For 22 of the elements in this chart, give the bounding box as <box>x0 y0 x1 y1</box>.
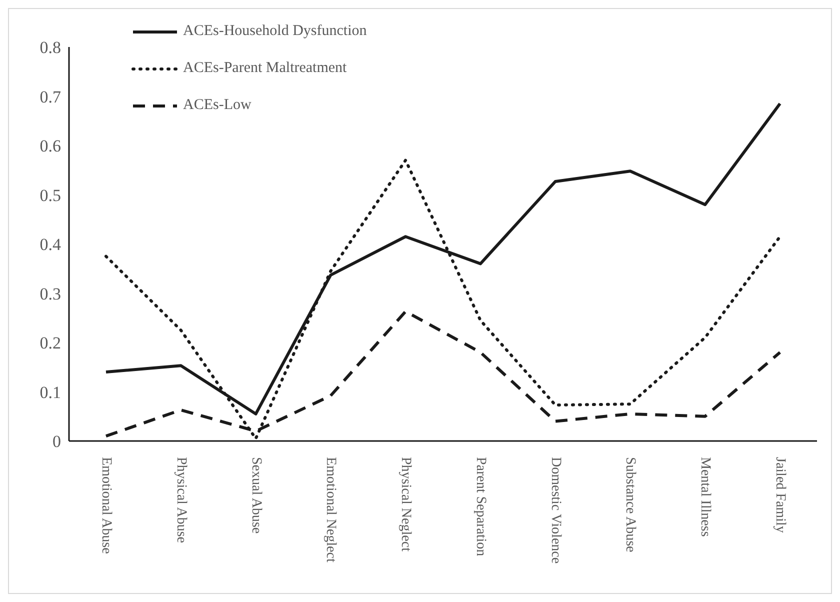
x-tick-label: Physical Neglect <box>398 457 414 552</box>
legend-label: ACEs-Household Dysfunction <box>183 23 367 40</box>
y-tick-label: 0.7 <box>40 87 62 106</box>
y-tick-label: 0.4 <box>40 235 62 254</box>
x-tick-label: Physical Abuse <box>173 457 188 543</box>
y-tick-label: 0.6 <box>40 136 61 156</box>
legend-label: ACEs-Parent Maltreatment <box>183 60 347 77</box>
y-tick-label: 0.2 <box>40 334 61 353</box>
x-tick-label: Sexual Abuse <box>248 457 264 534</box>
y-tick-label: 0 <box>52 432 61 452</box>
y-tick-label: 0.5 <box>40 186 61 205</box>
y-tick-label: 0.8 <box>40 38 61 58</box>
y-tick-label: 0.1 <box>40 382 61 402</box>
y-tick-label: 0.3 <box>40 284 61 304</box>
x-tick-label: Domestic Violence <box>548 457 563 564</box>
x-tick-label: Mental Illness <box>698 457 713 537</box>
x-tick-label: Emotional Neglect <box>323 457 338 562</box>
x-tick-label: Emotional Abuse <box>98 457 114 554</box>
x-tick-label: Substance Abuse <box>622 457 638 552</box>
legend-label: ACEs-Low <box>183 97 252 114</box>
x-tick-label: Parent Separation <box>472 457 488 556</box>
x-tick-label: Jailed Family <box>772 457 788 533</box>
